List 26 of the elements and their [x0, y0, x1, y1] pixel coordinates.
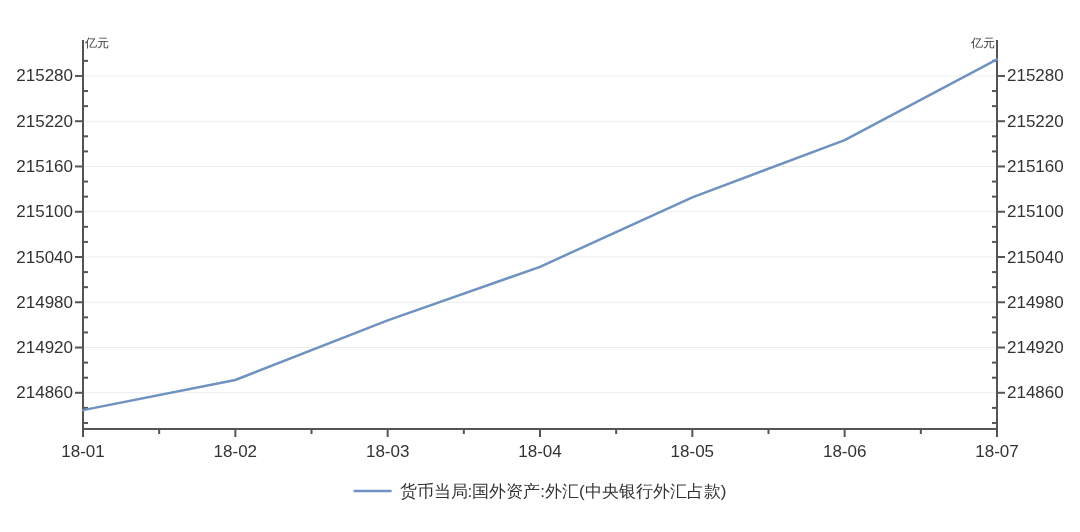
x-tick-label: 18-01: [61, 442, 105, 461]
legend: 货币当局:国外资产:外汇(中央银行外汇占款): [353, 481, 727, 501]
y2-tick-label: 215040: [1007, 247, 1064, 267]
y2-tick-label: 214860: [1007, 383, 1064, 403]
y-tick-label: 215220: [16, 111, 73, 131]
y2-tick-label: 215160: [1007, 156, 1064, 176]
y2-tick-label: 215280: [1007, 66, 1064, 86]
x-tick-label: 18-07: [975, 442, 1019, 461]
y2-tick-label: 215100: [1007, 202, 1064, 222]
y2-tick-label: 214980: [1007, 292, 1064, 312]
y-tick-label: 215160: [16, 156, 73, 176]
y-tick-label: 214860: [16, 383, 73, 403]
x-tick-label: 18-05: [670, 442, 715, 461]
y2-tick-label: 214920: [1007, 338, 1064, 358]
y2-tick-label: 215220: [1007, 111, 1064, 131]
x-tick-label: 18-06: [822, 442, 867, 461]
y-tick-label: 214920: [16, 338, 73, 358]
x-tick-label: 18-04: [518, 442, 562, 461]
x-tick-label: 18-02: [213, 442, 258, 461]
y2-axis-title: 亿元: [970, 36, 995, 50]
y-axis-title: 亿元: [84, 36, 109, 50]
y-tick-label: 215280: [16, 66, 73, 86]
y-tick-label: 215040: [16, 247, 73, 267]
x-tick-label: 18-03: [365, 442, 410, 461]
y-tick-label: 214980: [16, 292, 73, 312]
y-tick-label: 215100: [16, 202, 73, 222]
